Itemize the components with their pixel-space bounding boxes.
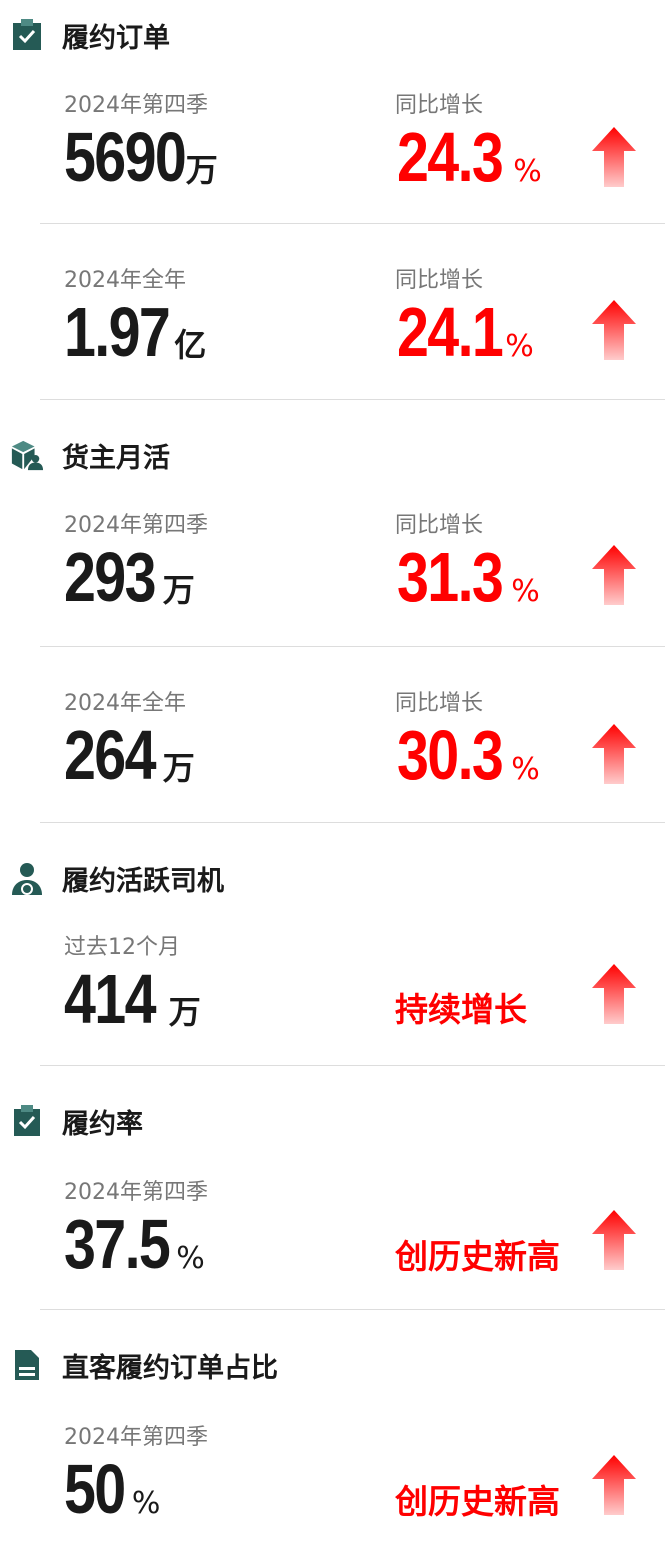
clipboard-tick-icon bbox=[10, 1104, 44, 1138]
section-title: 履约活跃司机 bbox=[62, 865, 224, 897]
up-arrow-icon bbox=[592, 1210, 636, 1270]
section-title: 直客履约订单占比 bbox=[62, 1352, 278, 1384]
metric-value: 5690 万 bbox=[64, 118, 218, 196]
section-header-shipper-mau: 货主月活 bbox=[10, 435, 170, 475]
divider bbox=[40, 1065, 665, 1066]
section-title: 货主月活 bbox=[62, 442, 170, 474]
change-value: 24.1% bbox=[397, 293, 534, 371]
period-label: 过去12个月 bbox=[64, 935, 180, 960]
change-label: 同比增长 bbox=[395, 513, 484, 538]
section-header-orders: 履约订单 bbox=[10, 15, 170, 55]
period-label: 2024年第四季 bbox=[64, 93, 208, 118]
divider bbox=[40, 646, 665, 647]
up-arrow-icon bbox=[592, 127, 636, 187]
metric-value: 1.97 亿 bbox=[64, 293, 207, 371]
change-label: 同比增长 bbox=[395, 691, 484, 716]
clipboard-check-icon bbox=[10, 18, 44, 52]
package-user-icon bbox=[10, 438, 44, 472]
status-text: 创历史新高 bbox=[395, 1482, 560, 1521]
period-label: 2024年第四季 bbox=[64, 1425, 208, 1450]
change-label: 同比增长 bbox=[395, 93, 484, 118]
up-arrow-icon bbox=[592, 300, 636, 360]
period-label: 2024年第四季 bbox=[64, 1180, 208, 1205]
divider bbox=[40, 223, 665, 224]
driver-icon bbox=[10, 861, 44, 895]
document-icon bbox=[10, 1348, 44, 1382]
divider bbox=[40, 399, 665, 400]
section-header-fulfillment-rate: 履约率 bbox=[10, 1101, 143, 1141]
divider bbox=[40, 1309, 665, 1310]
section-title: 履约订单 bbox=[62, 22, 170, 54]
status-text: 创历史新高 bbox=[395, 1237, 560, 1276]
up-arrow-icon bbox=[592, 724, 636, 784]
divider bbox=[40, 822, 665, 823]
change-value: 31.3% bbox=[397, 538, 540, 616]
change-value: 24.3% bbox=[397, 118, 542, 196]
period-label: 2024年第四季 bbox=[64, 513, 208, 538]
status-text: 持续增长 bbox=[395, 990, 527, 1029]
section-title: 履约率 bbox=[62, 1108, 143, 1140]
change-label: 同比增长 bbox=[395, 268, 484, 293]
metric-value: 264 万 bbox=[64, 716, 195, 794]
change-value: 30.3% bbox=[397, 716, 540, 794]
metric-value: 293 万 bbox=[64, 538, 195, 616]
up-arrow-icon bbox=[592, 1455, 636, 1515]
metric-value: 50% bbox=[64, 1450, 161, 1528]
metric-value: 37.5% bbox=[64, 1205, 205, 1283]
period-label: 2024年全年 bbox=[64, 691, 186, 716]
section-header-direct-order-share: 直客履约订单占比 bbox=[10, 1345, 278, 1385]
up-arrow-icon bbox=[592, 964, 636, 1024]
section-header-active-drivers: 履约活跃司机 bbox=[10, 858, 224, 898]
period-label: 2024年全年 bbox=[64, 268, 186, 293]
up-arrow-icon bbox=[592, 545, 636, 605]
metric-value: 414 万 bbox=[64, 960, 201, 1038]
